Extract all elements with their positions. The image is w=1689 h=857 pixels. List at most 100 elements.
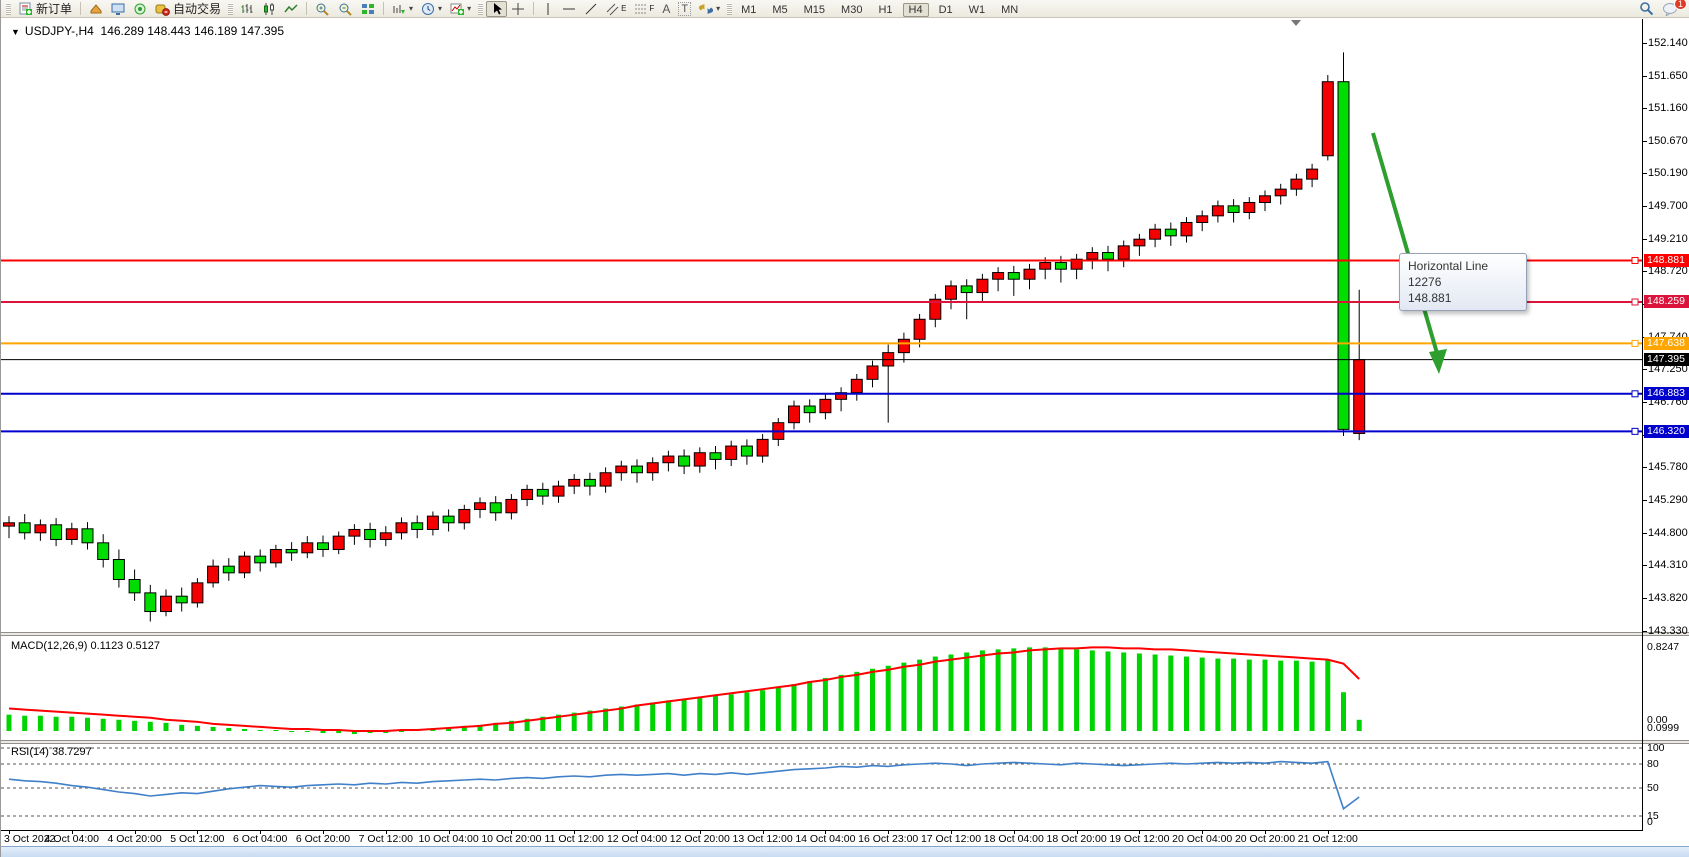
time-tick-mark <box>951 830 952 834</box>
terminal-button[interactable] <box>107 1 129 17</box>
toolbar-grip[interactable] <box>6 2 11 15</box>
horizontal-line-button[interactable] <box>558 1 580 17</box>
price-tick-mark <box>1642 500 1647 502</box>
fibonacci-button[interactable]: F <box>630 1 658 17</box>
time-axis-label[interactable]: 13 Oct 12:00 <box>732 833 793 845</box>
time-axis-label[interactable]: 21 Oct 12:00 <box>1297 833 1358 845</box>
timeframe-button-mn[interactable]: MN <box>1001 3 1019 16</box>
price-tag-148-259: 148.259 <box>1644 295 1689 309</box>
time-axis-label[interactable]: 12 Oct 04:00 <box>606 833 668 845</box>
metaeditor-button[interactable] <box>85 1 107 17</box>
equidistant-channel-button[interactable]: E <box>602 1 630 17</box>
time-tick-mark <box>574 830 576 834</box>
price-tick-mark <box>1642 43 1647 44</box>
text-tool-icon: A <box>662 1 671 16</box>
time-axis-label[interactable]: 12 Oct 20:00 <box>669 833 730 845</box>
price-tick-label: 148.720 <box>1648 265 1688 278</box>
timeframe-button-m5[interactable]: M5 <box>772 3 788 16</box>
text-tool-button[interactable]: A <box>658 1 674 17</box>
timeframe-button-m1[interactable]: M1 <box>741 3 757 16</box>
label-tool-button[interactable]: T <box>674 1 695 17</box>
timeframe-button-d1[interactable]: D1 <box>938 3 953 16</box>
auto-trading-button[interactable]: 自动交易 <box>151 1 225 17</box>
timeframe-button-h4[interactable]: H4 <box>902 2 929 17</box>
search-icon <box>1640 2 1654 16</box>
indicators-icon <box>450 3 465 15</box>
time-axis-label[interactable]: 6 Oct 04:00 <box>233 833 288 845</box>
tile-windows-button[interactable] <box>357 1 379 17</box>
toolbar-grip[interactable] <box>727 2 733 15</box>
time-axis-label[interactable]: 20 Oct 20:00 <box>1234 833 1296 845</box>
time-tick-mark <box>260 830 262 834</box>
zoom-out-button[interactable] <box>334 1 357 17</box>
notifications-button[interactable]: 1 <box>1658 0 1687 17</box>
timeframe-button-m15[interactable]: M15 <box>803 3 826 16</box>
arrows-tool-button[interactable]: ▾ <box>695 1 724 17</box>
zoom-in-button[interactable] <box>311 1 334 17</box>
chart-canvas[interactable] <box>1 19 1689 845</box>
crosshair-icon <box>512 2 525 15</box>
time-tick-mark <box>197 830 199 834</box>
price-tick-mark <box>1642 173 1647 175</box>
tooltip-line1: Horizontal Line 12276 <box>1408 259 1489 289</box>
clock-icon <box>422 2 435 15</box>
time-axis-label[interactable]: 4 Oct 20:00 <box>107 833 162 845</box>
line-chart-button[interactable] <box>280 1 302 17</box>
chart-shift-marker-icon[interactable] <box>1291 20 1301 26</box>
chart-title-overlay[interactable]: ▼ USDJPY-,H4 146.289 148.443 146.189 147.… <box>11 24 284 38</box>
cursor-button[interactable] <box>486 0 508 17</box>
time-axis-label[interactable]: 16 Oct 23:00 <box>858 833 919 845</box>
time-tick-mark <box>888 830 890 834</box>
rsi-level-label-15: 15 <box>1647 810 1659 822</box>
candlestick-button[interactable] <box>258 1 280 17</box>
panel-splitter-rsi[interactable] <box>1 740 1689 744</box>
profiles-button[interactable]: ▾ <box>388 1 417 17</box>
zoom-out-icon <box>339 3 352 16</box>
arrows-caret-icon: ▾ <box>716 4 721 13</box>
trendline-icon <box>585 3 597 14</box>
panel-splitter-macd[interactable] <box>1 632 1689 636</box>
time-axis-label[interactable]: 10 Oct 04:00 <box>418 833 479 845</box>
bar-chart-button[interactable] <box>236 1 258 17</box>
time-axis-label[interactable]: 6 Oct 20:00 <box>295 833 351 845</box>
time-axis-label[interactable]: 19 Oct 12:00 <box>1109 833 1170 845</box>
signals-icon <box>134 3 146 14</box>
time-axis-label[interactable]: 18 Oct 20:00 <box>1046 833 1107 845</box>
trendline-button[interactable] <box>580 1 602 17</box>
chart-ohlc-values: 146.289 148.443 146.189 147.395 <box>100 24 285 38</box>
vertical-line-button[interactable] <box>538 1 558 17</box>
time-axis-label[interactable]: 5 Oct 12:00 <box>170 833 225 845</box>
price-tick-label: 150.670 <box>1648 135 1688 148</box>
time-axis-label[interactable]: 20 Oct 04:00 <box>1172 833 1233 845</box>
rsi-level-label-50: 50 <box>1647 782 1659 794</box>
search-button[interactable] <box>1635 1 1658 17</box>
price-tick-label: 149.210 <box>1648 232 1688 245</box>
time-axis-label[interactable]: 3 Oct 2022 <box>4 833 56 845</box>
time-axis-label[interactable]: 7 Oct 12:00 <box>358 833 413 845</box>
timeframe-button-h1[interactable]: H1 <box>878 3 893 16</box>
time-tick-mark <box>9 830 10 834</box>
time-axis-border <box>1 830 1643 831</box>
toolbar-grip[interactable] <box>228 2 234 15</box>
time-tick-mark <box>699 830 701 834</box>
macd-scale-min: 0.0999 <box>1647 722 1680 734</box>
time-axis-label[interactable]: 17 Oct 12:00 <box>920 833 982 845</box>
timeframe-button-w1[interactable]: W1 <box>968 3 986 16</box>
profiles-icon <box>393 4 406 14</box>
toolbar: 新订单 自动交易 <box>1 0 1689 18</box>
fibonacci-icon <box>635 4 648 13</box>
signals-button[interactable] <box>129 1 151 17</box>
crosshair-button[interactable] <box>507 1 529 17</box>
chart-dropdown-icon[interactable]: ▼ <box>11 27 20 37</box>
price-tick-mark <box>1642 402 1647 403</box>
toolbar-grip[interactable] <box>478 2 484 15</box>
indicators-button[interactable]: ▾ <box>446 1 475 17</box>
period-button[interactable]: ▾ <box>417 1 446 17</box>
time-axis-label[interactable]: 14 Oct 04:00 <box>795 833 856 845</box>
new-order-button[interactable]: 新订单 <box>14 1 76 17</box>
time-axis-label[interactable]: 4 Oct 04:00 <box>44 833 99 845</box>
time-axis-label[interactable]: 10 Oct 20:00 <box>481 833 542 845</box>
time-axis-label[interactable]: 11 Oct 12:00 <box>544 833 604 845</box>
timeframe-button-m30[interactable]: M30 <box>841 3 863 16</box>
time-axis-label[interactable]: 18 Oct 04:00 <box>983 833 1044 845</box>
